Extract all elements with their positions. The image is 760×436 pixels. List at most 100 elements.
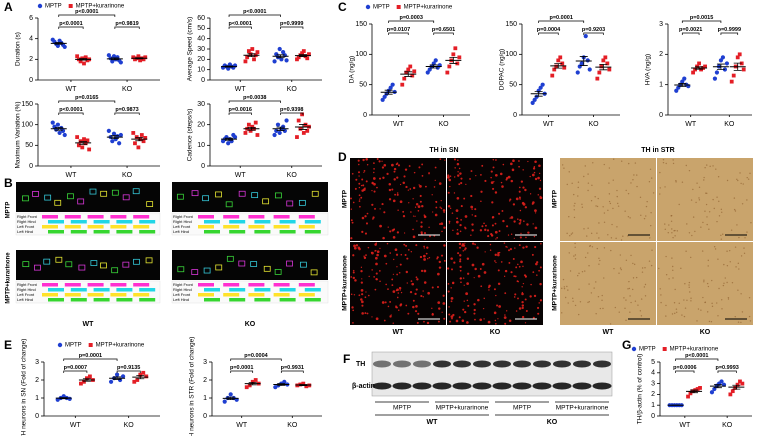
th-neuron xyxy=(474,267,477,271)
data-point xyxy=(607,67,612,72)
th-neuron xyxy=(391,278,394,281)
data-point xyxy=(305,56,310,61)
data-point xyxy=(245,55,250,60)
p-value: p=0.0001 xyxy=(79,353,102,359)
stained-fiber xyxy=(716,220,718,223)
data-point xyxy=(380,97,385,102)
p-value: p=0.0038 xyxy=(243,95,266,101)
th-neuron xyxy=(501,185,504,188)
th-neuron xyxy=(539,195,541,198)
th-neuron xyxy=(376,158,379,160)
stained-fiber xyxy=(645,215,647,217)
th-neuron xyxy=(505,225,509,228)
stained-fiber xyxy=(675,181,677,183)
stained-fiber xyxy=(740,321,742,324)
th-neuron xyxy=(396,176,399,179)
stained-fiber xyxy=(598,237,600,239)
data-point xyxy=(597,70,602,75)
th-neuron xyxy=(373,276,375,278)
p-value: p=0.0003 xyxy=(399,15,422,21)
stained-fiber xyxy=(721,308,723,310)
stance-bar xyxy=(254,220,271,224)
th-neuron xyxy=(398,271,401,274)
th-neuron xyxy=(526,223,529,226)
paw-print xyxy=(100,262,107,269)
data-point xyxy=(536,88,541,93)
protein-label: β-actin xyxy=(352,383,375,390)
error-bar xyxy=(135,57,144,60)
th-neuron xyxy=(453,158,457,161)
paw-print xyxy=(55,256,63,263)
th-neuron xyxy=(422,296,424,298)
significance-bracket xyxy=(228,14,281,17)
actin-band xyxy=(572,382,592,390)
y-axis-label: TH/β-actin (% of control) xyxy=(637,354,644,425)
data-point xyxy=(558,55,563,60)
stained-fiber xyxy=(627,216,630,218)
data-point xyxy=(82,61,86,66)
th-neuron xyxy=(464,242,466,244)
data-point xyxy=(106,128,111,133)
significance-bracket xyxy=(228,100,281,103)
th-neuron xyxy=(537,312,540,315)
error-bar xyxy=(135,137,144,142)
th-neuron xyxy=(500,261,503,263)
th-neuron xyxy=(467,272,470,275)
stained-fiber xyxy=(561,312,563,314)
error-bar xyxy=(136,375,145,380)
th-neuron xyxy=(537,176,540,180)
stance-bar xyxy=(93,298,110,302)
stained-fiber xyxy=(686,223,688,225)
th-neuron xyxy=(498,305,502,308)
stained-fiber xyxy=(636,185,638,188)
th-neuron xyxy=(419,194,422,197)
stained-fiber xyxy=(629,217,631,219)
data-point xyxy=(601,58,606,63)
stained-fiber xyxy=(636,174,638,176)
th-neuron xyxy=(534,209,537,212)
th-neuron xyxy=(518,165,520,168)
data-point xyxy=(402,76,407,81)
stained-fiber xyxy=(729,261,731,263)
stained-fiber xyxy=(736,224,738,226)
data-point xyxy=(272,59,277,64)
stance-bar xyxy=(48,220,64,224)
stained-fiber xyxy=(708,320,711,323)
stained-fiber xyxy=(703,179,705,181)
th-neuron xyxy=(491,224,494,227)
significance-bracket xyxy=(230,358,282,361)
stained-fiber xyxy=(574,304,577,307)
error-bar xyxy=(82,378,91,382)
data-point xyxy=(733,386,738,390)
stained-fiber xyxy=(711,302,713,305)
paw-label: Right Front xyxy=(173,282,194,287)
th-neuron xyxy=(366,312,369,315)
significance-bracket xyxy=(675,358,719,361)
stained-fiber xyxy=(650,212,652,214)
th-neuron xyxy=(364,187,366,189)
legend-label: MPTP+kurarinone xyxy=(404,5,453,11)
paw-print xyxy=(300,261,307,268)
p-value: p=0.0015 xyxy=(690,15,713,21)
y-tick-label: 2 xyxy=(651,391,655,398)
data-point xyxy=(735,55,740,60)
stained-fiber xyxy=(746,176,748,179)
th-neuron xyxy=(494,173,498,177)
stained-fiber xyxy=(627,192,630,195)
stained-fiber xyxy=(629,311,631,313)
th-neuron xyxy=(515,266,518,269)
stained-fiber xyxy=(598,257,600,259)
row-label: MPTP xyxy=(552,189,559,208)
th-neuron xyxy=(518,196,521,199)
y-tick-label: 150 xyxy=(355,21,367,28)
y-tick-label: 0 xyxy=(201,77,205,84)
th-neuron xyxy=(387,305,390,308)
p-value: p=0.6501 xyxy=(432,27,455,33)
th-neuron xyxy=(443,317,446,320)
stained-fiber xyxy=(665,315,667,317)
th-neuron xyxy=(375,262,378,266)
stained-fiber xyxy=(738,236,740,239)
stained-fiber xyxy=(563,167,565,169)
th-neuron xyxy=(474,215,477,218)
stained-fiber xyxy=(674,288,676,291)
